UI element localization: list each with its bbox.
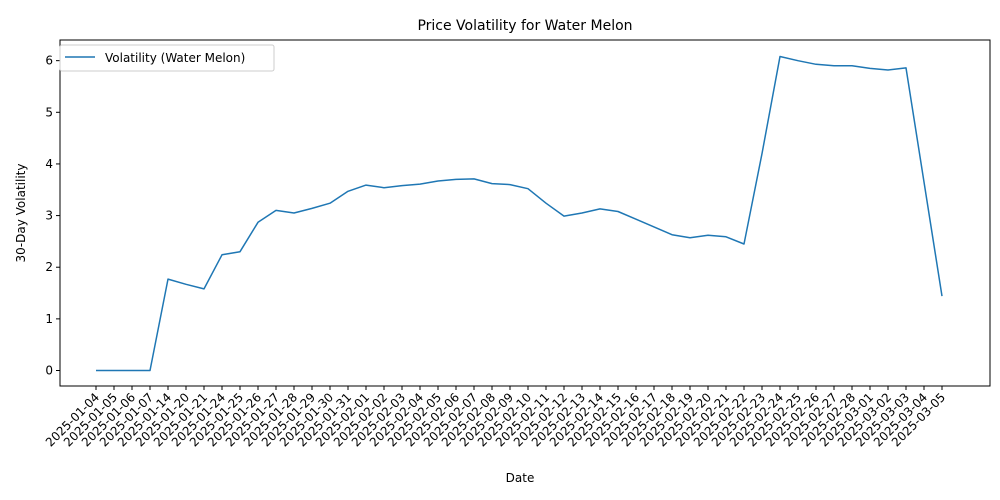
- y-tick-label: 6: [45, 54, 53, 68]
- y-tick-label: 2: [45, 260, 53, 274]
- y-axis-label: 30-Day Volatility: [14, 164, 28, 263]
- plot-area: 0 1 2 3 4 5 6 2025-01-042025-01-052025-01-0620…: [43, 39, 991, 449]
- series-layer: [96, 55, 943, 372]
- y-tick-label: 1: [45, 312, 53, 326]
- y-tick-label: 3: [45, 209, 53, 223]
- legend-label: Volatility (Water Melon): [105, 51, 245, 65]
- series-line-volatility: [96, 55, 943, 372]
- y-tick-label: 5: [45, 105, 53, 119]
- legend: Volatility (Water Melon): [59, 44, 275, 72]
- y-tick-label: 0: [45, 364, 53, 378]
- legend-box: [59, 44, 275, 72]
- y-axis-ticks: 0 1 2 3 4 5 6: [45, 54, 60, 378]
- x-axis-ticks: 2025-01-042025-01-052025-01-062025-01-07…: [43, 386, 948, 449]
- y-tick-label: 4: [45, 157, 53, 171]
- x-axis-label: Date: [506, 471, 535, 485]
- chart-title: Price Volatility for Water Melon: [417, 18, 632, 34]
- plot-frame: [59, 39, 991, 387]
